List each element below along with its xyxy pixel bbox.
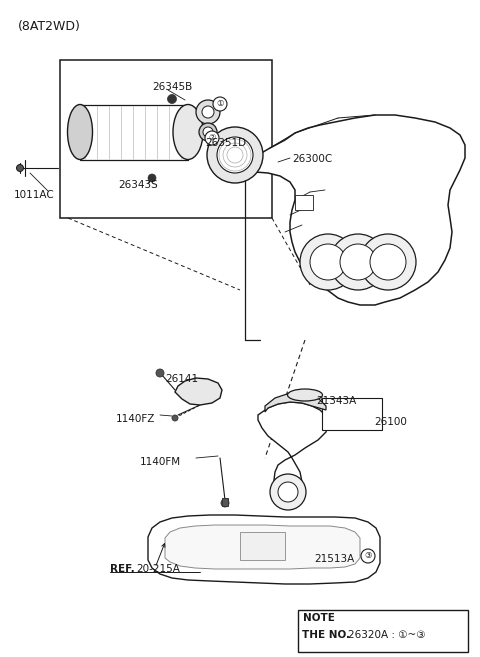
Circle shape [202, 106, 214, 118]
Polygon shape [175, 378, 222, 405]
Circle shape [330, 234, 386, 290]
Circle shape [310, 244, 346, 280]
Bar [322, 398, 382, 430]
Bar [222, 498, 228, 506]
Polygon shape [265, 393, 326, 412]
Text: 26141: 26141 [165, 374, 198, 384]
Text: (8AT2WD): (8AT2WD) [18, 20, 81, 33]
Text: 21343A: 21343A [316, 396, 356, 406]
Text: 26343S: 26343S [118, 180, 158, 190]
Bar [240, 532, 285, 560]
Polygon shape [165, 525, 360, 569]
Circle shape [196, 100, 220, 124]
Circle shape [340, 244, 376, 280]
Circle shape [148, 174, 156, 182]
Text: 1140FM: 1140FM [140, 457, 181, 467]
Circle shape [370, 244, 406, 280]
Ellipse shape [288, 389, 323, 401]
Ellipse shape [68, 104, 93, 160]
Circle shape [217, 137, 253, 173]
Circle shape [199, 123, 217, 141]
Bar [60, 60, 272, 218]
Circle shape [361, 549, 375, 563]
Polygon shape [148, 515, 380, 584]
Circle shape [205, 131, 219, 145]
Circle shape [300, 234, 356, 290]
Text: 20-215A: 20-215A [136, 564, 180, 574]
Text: 1011AC: 1011AC [14, 190, 55, 200]
Circle shape [278, 482, 298, 502]
Circle shape [16, 164, 24, 171]
Text: 26300C: 26300C [292, 154, 332, 164]
Text: 26345B: 26345B [152, 82, 192, 92]
Circle shape [213, 97, 227, 111]
Text: 21513A: 21513A [314, 554, 354, 564]
Circle shape [270, 474, 306, 510]
Circle shape [172, 415, 178, 421]
Circle shape [203, 127, 213, 137]
Text: 26351D: 26351D [205, 138, 246, 148]
Text: 1140FZ: 1140FZ [116, 414, 156, 424]
Text: ③: ③ [364, 551, 372, 560]
Circle shape [221, 499, 229, 507]
Text: 26320A : ①~③: 26320A : ①~③ [348, 630, 425, 640]
Text: REF.: REF. [110, 564, 135, 574]
Text: NOTE: NOTE [303, 613, 335, 623]
Text: ①: ① [216, 99, 224, 108]
Polygon shape [258, 402, 328, 500]
Circle shape [168, 95, 177, 104]
Bar [298, 610, 468, 652]
Text: THE NO.: THE NO. [302, 630, 350, 640]
Text: ②: ② [208, 133, 216, 143]
Circle shape [156, 369, 164, 377]
Ellipse shape [173, 104, 203, 160]
Text: 26100: 26100 [374, 417, 407, 427]
Circle shape [207, 127, 263, 183]
Bar [295, 195, 313, 210]
Polygon shape [245, 115, 465, 305]
Circle shape [360, 234, 416, 290]
